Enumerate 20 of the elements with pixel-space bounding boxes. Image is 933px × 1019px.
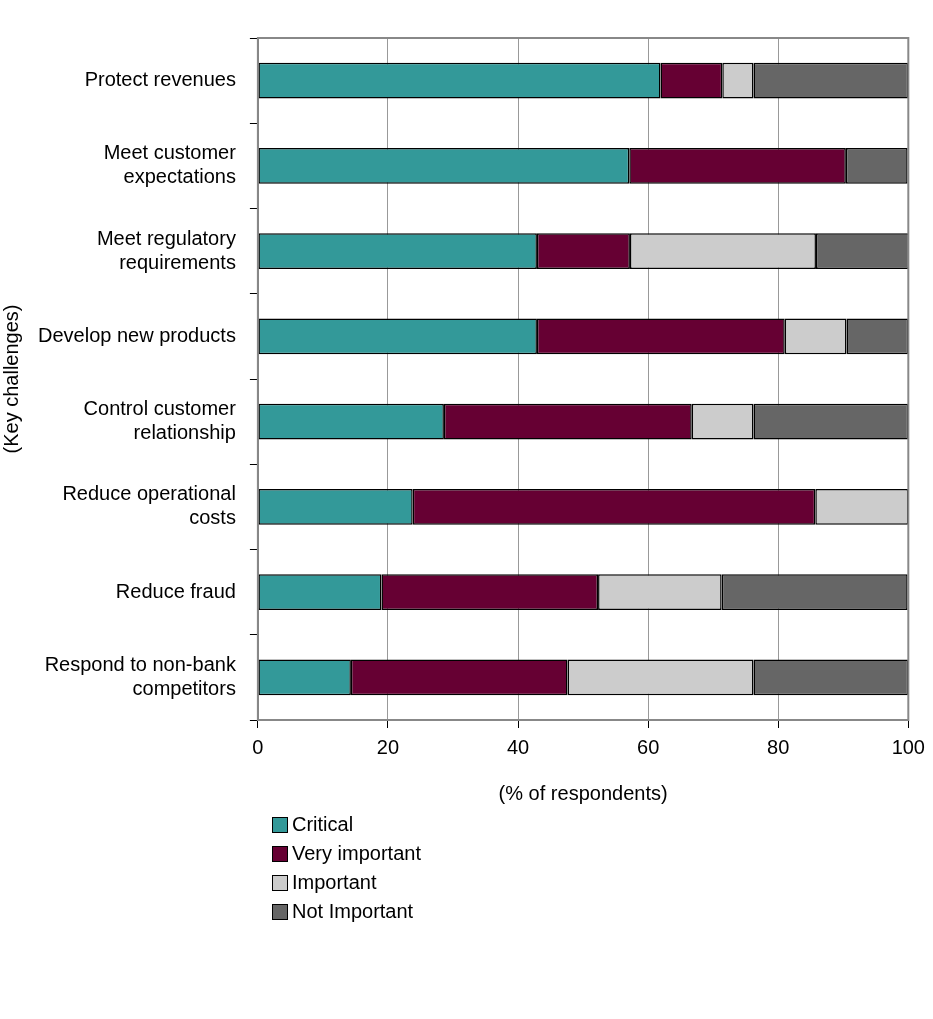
x-tick-label: 60	[637, 735, 660, 758]
y-tick-label: Protect revenues	[84, 68, 236, 91]
x-tick-label: 40	[506, 735, 530, 758]
x-tick-label: 80	[767, 735, 790, 758]
x-tick-label: 100	[891, 735, 925, 758]
y-tick-label: Respond to non-bank competitors	[44, 652, 237, 699]
y-axis-title: (Key challenges)	[0, 304, 22, 454]
x-tick-label: 20	[376, 735, 400, 758]
x-axis-title: (% of respondents)	[498, 781, 668, 804]
y-tick-label: Reduce operational costs	[62, 482, 236, 529]
y-tick-label: Reduce fraud	[115, 579, 236, 602]
y-tick-label: Control customer relationship	[83, 397, 237, 444]
legend-label: Not Important	[292, 900, 414, 923]
y-tick-label: Meet regulatory requirements	[96, 226, 236, 273]
y-tick-label: Develop new products	[38, 323, 236, 346]
x-tick-label: 0	[252, 735, 264, 758]
legend-label: Important	[292, 871, 377, 894]
y-tick-label: Meet customer expectations	[103, 141, 237, 188]
legend-label: Very important	[292, 842, 421, 865]
legend-label: Critical	[292, 813, 354, 836]
